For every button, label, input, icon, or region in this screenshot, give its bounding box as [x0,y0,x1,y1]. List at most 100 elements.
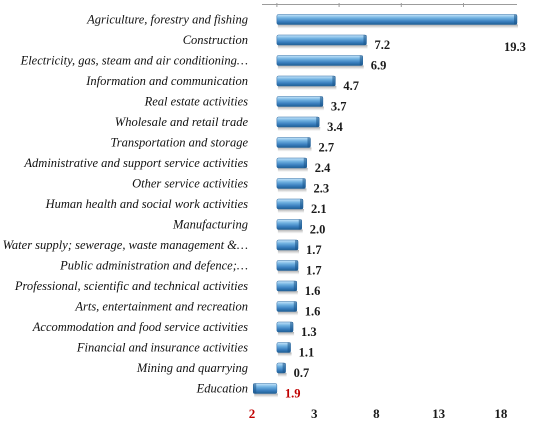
category-labels: Agriculture, forestry and fishing Constru… [3,13,249,396]
bar-cap [298,219,302,230]
bar-cap [316,117,320,127]
bar [276,219,303,230]
bar-shadow [277,65,364,70]
bar-shadow [277,24,518,29]
category-label: Wholesale and retail trade [115,115,249,129]
bar-shadow [277,86,337,90]
bar [276,75,336,87]
bar-shadow [254,393,278,398]
category-label: Accommodation and food service activitie… [32,320,248,334]
x-axis [262,3,517,7]
bar [252,383,278,394]
bar-shadow [277,168,308,172]
x-tick-label: 2 [249,406,256,421]
category-label: Public administration and defence;… [59,259,248,273]
bar [276,14,518,25]
value-label: 1.6 [305,305,321,319]
category-label: Human health and social work activities [45,197,249,211]
bar-cap [293,281,297,291]
category-label: Information and communication [85,74,248,88]
bar [276,96,324,107]
category-label: Water supply; sewerage, waste management… [3,238,248,252]
category-label: Professional, scientific and technical a… [14,279,248,293]
category-label: Financial and insurance activities [76,341,248,355]
bar-shadow [277,106,324,111]
bar-cap [514,14,517,25]
category-label: Transportation and storage [110,136,248,150]
value-label: 2.0 [310,223,326,237]
bar [276,178,306,189]
value-label: 1.3 [301,325,317,339]
bar-cap [319,96,323,107]
bar-cap [332,76,336,86]
category-label: Agriculture, forestry and fishing [86,13,248,27]
value-label: 19.3 [504,40,526,54]
bar-cap [295,240,299,250]
bar-shadow [277,229,303,234]
bar-cap [359,55,363,66]
category-label: Mining and quarrying [136,361,248,375]
value-label: 1.7 [306,243,322,257]
bar-shadow [277,45,368,49]
category-label: Construction [183,33,248,47]
bar-cap [363,35,367,45]
bar [276,55,363,66]
category-label: Other service activities [132,177,248,191]
value-label: 4.7 [343,79,359,93]
category-label: Arts, entertainment and recreation [74,300,248,314]
category-label: Real estate activities [144,95,249,109]
value-label: 2.4 [315,161,331,175]
bar-cap [293,301,297,312]
bar-shadow [277,332,295,336]
x-tick-label: 13 [432,406,446,421]
bar-cap [282,363,286,373]
bar [276,34,367,46]
bar-shadow [277,147,312,152]
bar-cap [290,322,294,332]
bar [276,239,299,251]
value-label: 7.2 [374,38,390,52]
bar [276,157,307,169]
value-labels: 19.3 7.2 6.9 4.7 3.7 3.4 2.7 2.4 2.3 2.1 2.0 1.7 1.7… [285,38,526,401]
value-label: 1.7 [306,264,322,278]
bar [276,137,311,148]
category-label: Manufacturing [172,218,248,232]
category-label: Education [196,382,248,396]
value-label: 2.1 [311,202,327,216]
bar-cap [300,199,304,209]
category-label: Electricity, gas, steam and air conditio… [20,54,248,68]
x-tick-label: 3 [311,406,318,421]
bar-shadow [277,188,307,193]
bar-cap [302,178,306,189]
bar-shadow [277,209,305,213]
category-label: Administrative and support service activ… [23,156,248,170]
bar [276,116,320,128]
bar-shadow [277,311,298,316]
value-label: 2.7 [318,141,334,155]
bar-shadow [277,127,321,131]
bar-cap [253,383,257,394]
value-label: 0.7 [294,366,310,380]
bar-shadow [277,250,300,254]
value-label: 2.3 [313,182,329,196]
value-label: 3.7 [331,100,347,114]
bar-shadow [277,291,298,295]
bar-shadow [277,352,292,357]
bar-cap [295,260,299,271]
value-label: 6.9 [371,59,387,73]
bar [276,260,299,271]
bar-shadow [277,373,287,377]
x-tick-label: 18 [494,406,508,421]
value-label: 1.9 [285,387,301,401]
bar-cap [287,342,291,353]
bar [276,198,304,210]
bar-cap [303,158,307,168]
bar-cap [307,137,311,148]
value-label: 1.1 [299,346,315,360]
value-label: 3.4 [327,120,343,134]
bars-group [252,14,518,398]
x-tick-labels: 2 3 8 13 18 [249,406,508,421]
x-tick-label: 8 [373,406,380,421]
